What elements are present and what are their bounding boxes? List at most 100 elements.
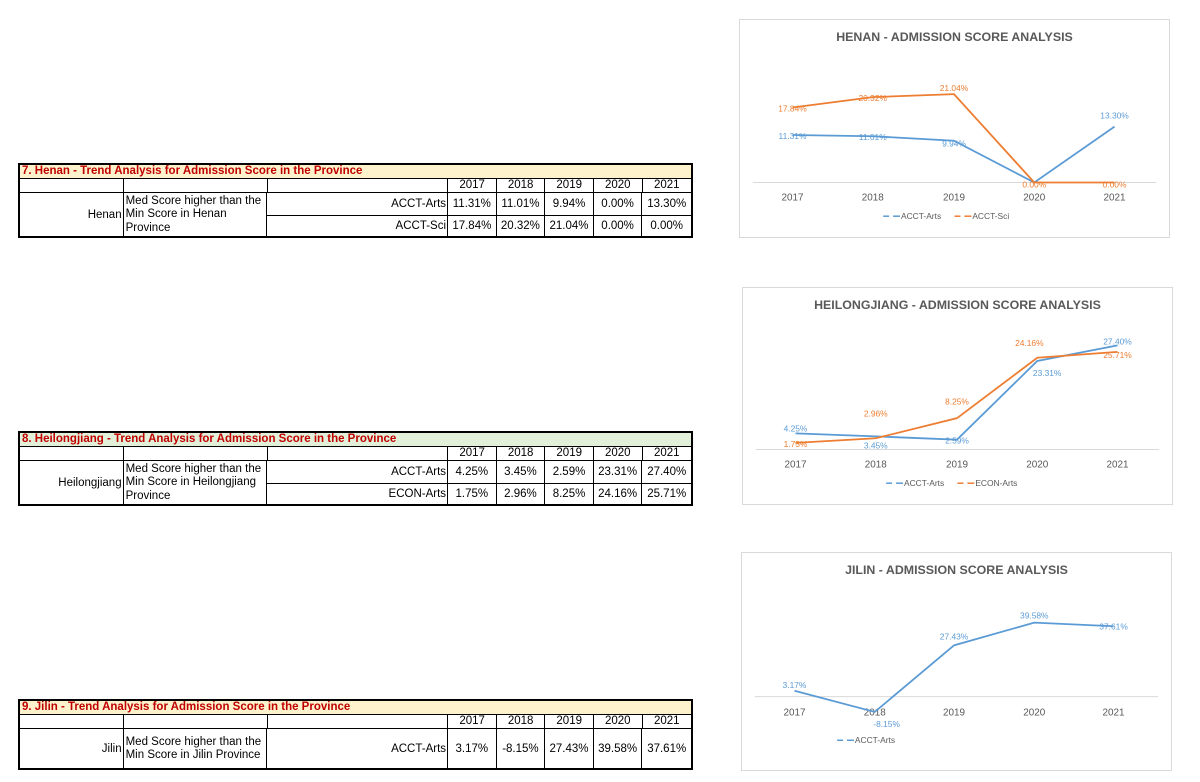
x-tick-label: 2017 (781, 192, 803, 203)
heilongjiang-chart-svg: HEILONGJIANG - ADMISSION SCORE ANALYSIS 2… (755, 298, 1160, 488)
series-line-acct-arts (792, 125, 1116, 184)
x-tick-label: 2018 (862, 192, 885, 203)
table-cell: 27.40% (647, 465, 687, 478)
metric-description: Med Score higher than the Min Score in J… (124, 729, 268, 769)
x-tick-label: 2019 (943, 708, 966, 719)
data-label: 27.40% (1103, 336, 1132, 346)
series-line-acct-arts (795, 344, 1118, 441)
data-label: 4.25% (784, 423, 808, 433)
table-cell: 2.59% (545, 461, 594, 483)
henan-chart: HENAN - ADMISSION SCORE ANALYSIS 2017 2018… (739, 19, 1170, 238)
year-header: 2017 (448, 447, 497, 460)
henan-chart-svg: HENAN - ADMISSION SCORE ANALYSIS 2017 2018… (752, 30, 1157, 221)
series-line-acct-arts (794, 621, 1114, 713)
x-tick-label: 2020 (1023, 192, 1046, 203)
table-cell: 4.25% (448, 461, 497, 483)
data-label: 3.45% (864, 440, 888, 450)
legend-label: ACCT-Arts (901, 211, 941, 221)
jilin-header-row: 2017 2018 2019 2020 2021 (20, 715, 691, 729)
data-label: 39.58% (1020, 611, 1049, 621)
table-cell: 37.61% (647, 743, 687, 755)
jilin-chart-svg: JILIN - ADMISSION SCORE ANALYSIS 2017 2018… (754, 563, 1159, 745)
series-line-acct-sci (792, 93, 1115, 184)
x-tick-label: 2021 (1107, 459, 1130, 470)
x-tick-label: 2019 (946, 459, 969, 470)
table-row: ECON-Arts 1.75% 2.96% 8.25% 24.16% 25.71… (267, 483, 691, 505)
jilin-body: Jilin Med Score higher than the Min Scor… (20, 729, 691, 769)
table-cell: 23.31% (594, 461, 643, 483)
data-label: 37.61% (1099, 621, 1128, 631)
table-row: ACCT-Arts 4.25% 3.45% 2.59% 23.31% 27.40… (267, 461, 691, 484)
data-label: 1.75% (784, 439, 808, 449)
henan-table: 7. Henan - Trend Analysis for Admission … (18, 163, 693, 238)
jilin-table-title: 9. Jilin - Trend Analysis for Admission … (20, 701, 691, 715)
row-label: ACCT-Sci (267, 215, 449, 237)
heilongjiang-body: Heilongjiang Med Score higher than the M… (20, 461, 691, 505)
table-cell: 0.00% (594, 215, 643, 237)
data-label: 20.32% (858, 93, 887, 103)
table-cell: 25.71% (647, 488, 687, 501)
year-header: 2021 (653, 715, 680, 727)
province-label: Jilin (20, 729, 124, 769)
table-cell: 2.96% (497, 483, 546, 505)
data-label: 13.30% (1100, 111, 1129, 121)
data-label: 17.84% (778, 104, 807, 114)
x-tick-label: 2020 (1026, 459, 1049, 470)
table-cell: 39.58% (594, 729, 643, 769)
x-tick-label: 2017 (783, 708, 805, 719)
table-row: ACCT-Arts 3.17% -8.15% 27.43% 39.58% 37.… (267, 729, 691, 769)
x-tick-label: 2020 (1023, 708, 1046, 719)
table-cell: 27.43% (545, 729, 594, 769)
data-label: 8.25% (945, 396, 969, 406)
table-cell: 0.00% (650, 220, 683, 233)
data-label: 24.16% (1015, 338, 1044, 348)
table-cell: 9.94% (545, 193, 594, 215)
year-header: 2020 (594, 447, 643, 460)
row-label: ECON-Arts (267, 483, 449, 505)
year-header: 2018 (497, 179, 546, 192)
table-cell: 3.17% (448, 729, 497, 769)
year-header: 2019 (545, 447, 594, 460)
year-header: 2019 (545, 715, 594, 728)
table-cell: 1.75% (448, 483, 497, 505)
heilongjiang-chart: HEILONGJIANG - ADMISSION SCORE ANALYSIS 2… (742, 287, 1173, 505)
x-tick-label: 2021 (1104, 192, 1127, 203)
data-label: 9.94% (942, 139, 966, 149)
table-cell: -8.15% (497, 729, 546, 769)
heilongjiang-table: 8. Heilongjiang - Trend Analysis for Adm… (18, 431, 693, 506)
row-label: ACCT-Arts (267, 193, 449, 215)
chart-title: HEILONGJIANG - ADMISSION SCORE ANALYSIS (814, 298, 1101, 312)
province-label: Heilongjiang (20, 461, 124, 505)
henan-header-row: 2017 2018 2019 2020 2021 (20, 179, 691, 193)
table-cell: 21.04% (545, 215, 594, 237)
data-label: 21.04% (940, 83, 969, 93)
table-cell: 17.84% (448, 215, 497, 237)
x-tick-label: 2019 (943, 192, 966, 203)
legend-label: ECON-Arts (975, 478, 1017, 488)
data-label: 25.71% (1103, 350, 1132, 360)
data-label: 11.01% (859, 132, 887, 142)
jilin-table: 9. Jilin - Trend Analysis for Admission … (18, 699, 693, 770)
legend-label: ACCT-Arts (904, 478, 944, 488)
year-header: 2021 (653, 447, 680, 459)
province-label: Henan (20, 193, 124, 237)
year-header: 2018 (497, 715, 546, 728)
legend-label: ACCT-Sci (972, 211, 1009, 221)
series-line-econ-arts (795, 350, 1118, 444)
year-header: 2018 (497, 447, 546, 460)
year-header: 2017 (448, 179, 497, 192)
table-cell: 0.00% (594, 193, 643, 215)
metric-description: Med Score higher than the Min Score in H… (124, 193, 268, 237)
data-label: -8.15% (873, 719, 900, 729)
table-cell: 11.01% (497, 193, 546, 215)
data-label: 2.59% (945, 436, 969, 446)
data-label: 11.31% (779, 131, 807, 141)
x-tick-label: 2018 (865, 459, 888, 470)
data-label: 3.17% (783, 680, 807, 690)
henan-body: Henan Med Score higher than the Min Scor… (20, 193, 691, 237)
year-header: 2020 (594, 715, 643, 728)
table-row: ACCT-Sci 17.84% 20.32% 21.04% 0.00% 0.00… (267, 215, 691, 237)
table-cell: 20.32% (497, 215, 546, 237)
year-header: 2020 (594, 179, 643, 192)
row-label: ACCT-Arts (267, 461, 449, 483)
